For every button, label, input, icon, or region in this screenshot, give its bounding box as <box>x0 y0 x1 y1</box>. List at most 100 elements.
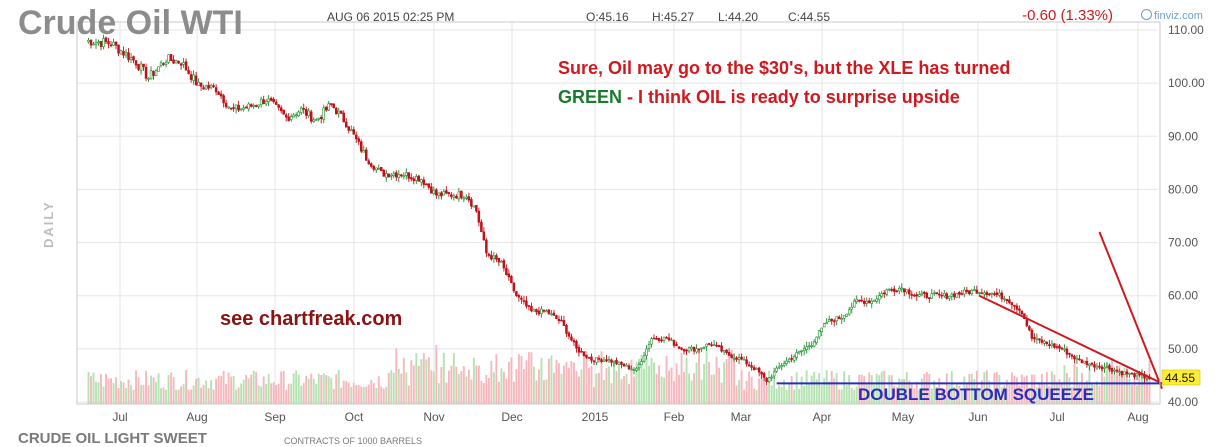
candle-body <box>465 196 468 199</box>
volume-bar <box>230 376 233 404</box>
volume-bar <box>545 379 548 404</box>
volume-bar <box>590 365 593 404</box>
volume-bar <box>1116 369 1118 404</box>
candle-body <box>1015 305 1019 310</box>
volume-bar <box>397 368 400 404</box>
candle-body <box>497 258 501 263</box>
volume-bar <box>695 362 698 404</box>
volume-bar <box>950 371 953 404</box>
candle-body <box>1033 337 1036 340</box>
candle-body <box>122 50 125 56</box>
candle-body <box>935 292 939 295</box>
candle-body <box>755 367 758 370</box>
candle-body <box>202 87 205 90</box>
volume-bar <box>715 356 718 404</box>
candle-body <box>895 290 899 293</box>
volume-bar <box>720 382 723 404</box>
candle-body <box>349 129 353 132</box>
volume-bar <box>520 356 523 404</box>
candle-body <box>590 356 593 361</box>
volume-bar <box>803 385 806 404</box>
candle-body <box>475 204 478 212</box>
candle-body <box>284 114 288 118</box>
volume-bar <box>522 369 525 404</box>
volume-bar <box>823 378 826 404</box>
volume-bar <box>465 376 468 404</box>
candle-body <box>1065 348 1069 355</box>
candle-body <box>242 107 245 110</box>
volume-bar <box>202 384 205 404</box>
candle-body <box>1013 304 1016 307</box>
candle-body <box>847 309 851 315</box>
candle-body <box>1030 329 1034 339</box>
volume-bar <box>162 387 165 404</box>
volume-bar <box>452 352 455 404</box>
volume-bar <box>853 389 856 404</box>
volume-bar <box>930 388 933 404</box>
volume-bar <box>232 375 235 404</box>
candle-body <box>1093 364 1096 368</box>
volume-bar <box>105 374 107 404</box>
candle-body <box>1058 345 1061 349</box>
candle-body <box>727 352 731 356</box>
volume-bar <box>845 385 848 404</box>
volume-bar <box>583 356 585 404</box>
candle-body <box>880 293 883 297</box>
candle-body <box>657 337 661 341</box>
candle-body <box>692 346 696 352</box>
volume-bar <box>595 373 598 404</box>
volume-bar <box>798 389 801 404</box>
volume-bar <box>137 377 140 404</box>
candle-body <box>442 191 446 196</box>
volume-bar <box>608 366 610 404</box>
volume-bar <box>1111 357 1113 404</box>
candle-body <box>297 111 300 117</box>
volume-bar <box>482 382 485 404</box>
candle-body <box>870 300 873 304</box>
candle-body <box>567 332 571 337</box>
brand-link[interactable]: finviz.com <box>1141 9 1203 22</box>
volume-bar <box>512 381 515 404</box>
volume-bar <box>755 389 758 404</box>
candle-body <box>647 344 651 349</box>
volume-bar <box>603 379 605 404</box>
candle-body <box>572 340 576 343</box>
volume-bar <box>332 389 335 404</box>
candle-body <box>990 292 994 295</box>
candle-body <box>460 190 463 199</box>
candle-body <box>787 358 791 362</box>
volume-bar <box>315 384 318 404</box>
volume-bar <box>805 370 808 404</box>
candle-body <box>437 192 441 196</box>
candle-body <box>993 293 996 295</box>
volume-bar <box>1018 385 1021 404</box>
high-price: H:45.27 <box>652 10 695 24</box>
volume-bar <box>820 384 823 404</box>
volume-bar <box>1131 384 1133 404</box>
volume-bar <box>770 385 773 404</box>
volume-bar <box>557 363 560 404</box>
candle-body <box>502 260 506 269</box>
volume-bar <box>713 374 716 404</box>
volume-bar <box>450 365 453 404</box>
candle-body <box>1038 338 1041 341</box>
volume-bar <box>222 371 225 404</box>
chart-gridlines <box>77 22 1158 404</box>
volume-bar <box>1050 371 1053 404</box>
volume-bar <box>1126 367 1128 404</box>
candle-body <box>867 300 871 304</box>
candle-body <box>577 346 581 353</box>
candle-body <box>370 163 373 167</box>
candle-body <box>930 293 934 299</box>
volume-bar <box>1083 384 1086 404</box>
candle-body <box>652 337 656 340</box>
candle-body <box>1018 308 1021 311</box>
volume-bar <box>1093 384 1096 404</box>
volume-bar <box>262 376 265 404</box>
volume-bar <box>1098 385 1101 404</box>
volume-bar <box>342 380 345 404</box>
x-tick-label: Feb <box>664 410 685 424</box>
candle-body <box>287 116 290 121</box>
volume-bar <box>1025 375 1028 404</box>
volume-bar <box>487 378 490 404</box>
